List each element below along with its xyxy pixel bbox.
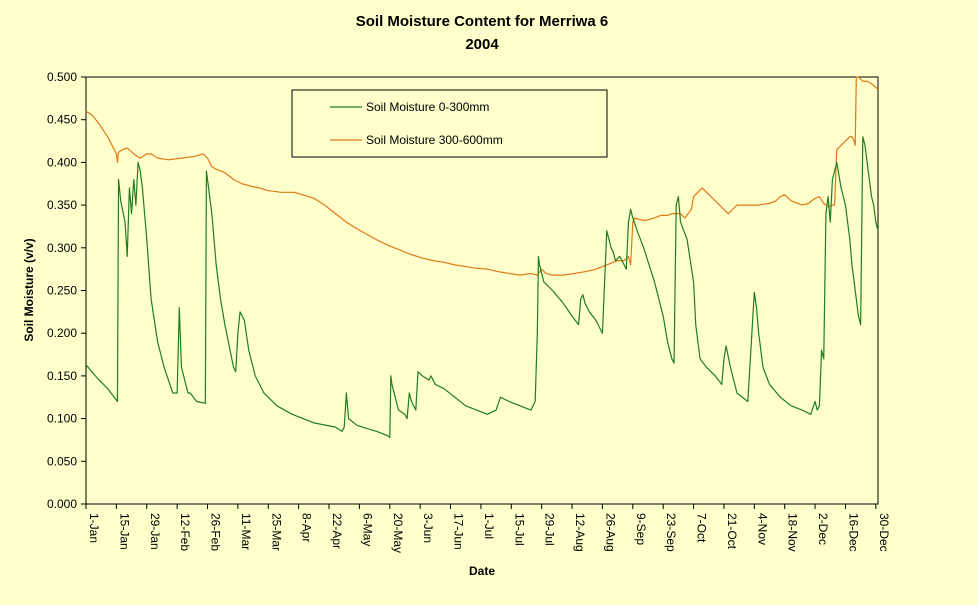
legend-label-series-0-300mm: Soil Moisture 0-300mm — [366, 100, 489, 114]
y-tick-label: 0.000 — [47, 497, 77, 511]
x-axis-ticks: 1-Jan 15-Jan 29-Jan 12-Feb 26-Feb 11-Mar 25-Ma… — [85, 504, 891, 553]
x-tick-label: 29-Jul — [543, 513, 557, 546]
series-layer — [85, 76, 879, 438]
x-tick-label: 9-Sep — [634, 513, 648, 545]
y-axis-ticks: 0.000 0.050 0.100 0.150 0.200 0.250 0.300 0.350… — [47, 70, 86, 511]
chart-subtitle: 2004 — [465, 36, 499, 53]
x-tick-label: 1-Jul — [482, 513, 496, 539]
y-tick-label: 0.450 — [47, 113, 77, 127]
y-tick-label: 0.350 — [47, 198, 77, 212]
x-axis-label: Date — [469, 564, 495, 578]
x-tick-label: 15-Jul — [512, 513, 526, 546]
x-tick-label: 16-Dec — [846, 513, 860, 552]
x-tick-label: 20-May — [391, 513, 405, 553]
x-tick-label: 3-Jun — [421, 513, 435, 543]
x-tick-label: 26-Aug — [603, 513, 617, 552]
x-tick-label: 8-Apr — [300, 513, 314, 542]
x-tick-label: 23-Sep — [664, 513, 678, 552]
x-tick-label: 17-Jun — [452, 513, 466, 550]
x-tick-label: 25-Mar — [269, 513, 283, 551]
y-tick-label: 0.150 — [47, 369, 77, 383]
series-line-0-300mm — [85, 136, 879, 438]
y-tick-label: 0.400 — [47, 155, 77, 169]
x-tick-label: 30-Dec — [877, 513, 891, 552]
y-tick-label: 0.300 — [47, 241, 77, 255]
y-tick-label: 0.100 — [47, 412, 77, 426]
x-tick-label: 22-Apr — [330, 513, 344, 549]
y-tick-label: 0.500 — [47, 70, 77, 84]
x-tick-label: 6-May — [360, 513, 374, 546]
y-axis-label: Soil Moisture (v/v) — [22, 238, 36, 341]
x-tick-label: 21-Oct — [725, 513, 739, 550]
x-tick-label: 29-Jan — [148, 513, 162, 550]
y-tick-label: 0.200 — [47, 326, 77, 340]
legend: Soil Moisture 0-300mm Soil Moisture 300-… — [291, 89, 608, 158]
x-tick-label: 4-Nov — [755, 513, 769, 545]
chart-title: Soil Moisture Content for Merriwa 6 — [356, 13, 609, 30]
y-tick-label: 0.250 — [47, 284, 77, 298]
x-tick-label: 12-Feb — [178, 513, 192, 551]
series-line-300-600mm — [85, 76, 879, 276]
x-tick-label: 11-Mar — [239, 513, 253, 550]
y-tick-label: 0.050 — [47, 454, 77, 468]
x-tick-label: 15-Jan — [117, 513, 131, 550]
legend-box — [291, 89, 608, 158]
x-tick-label: 2-Dec — [816, 513, 830, 545]
x-tick-label: 18-Nov — [786, 513, 800, 552]
x-tick-label: 26-Feb — [209, 513, 223, 551]
x-tick-label: 12-Aug — [573, 513, 587, 552]
x-tick-label: 7-Oct — [695, 513, 709, 543]
x-tick-label: 1-Jan — [87, 513, 101, 543]
legend-label-series-300-600mm: Soil Moisture 300-600mm — [366, 133, 503, 147]
